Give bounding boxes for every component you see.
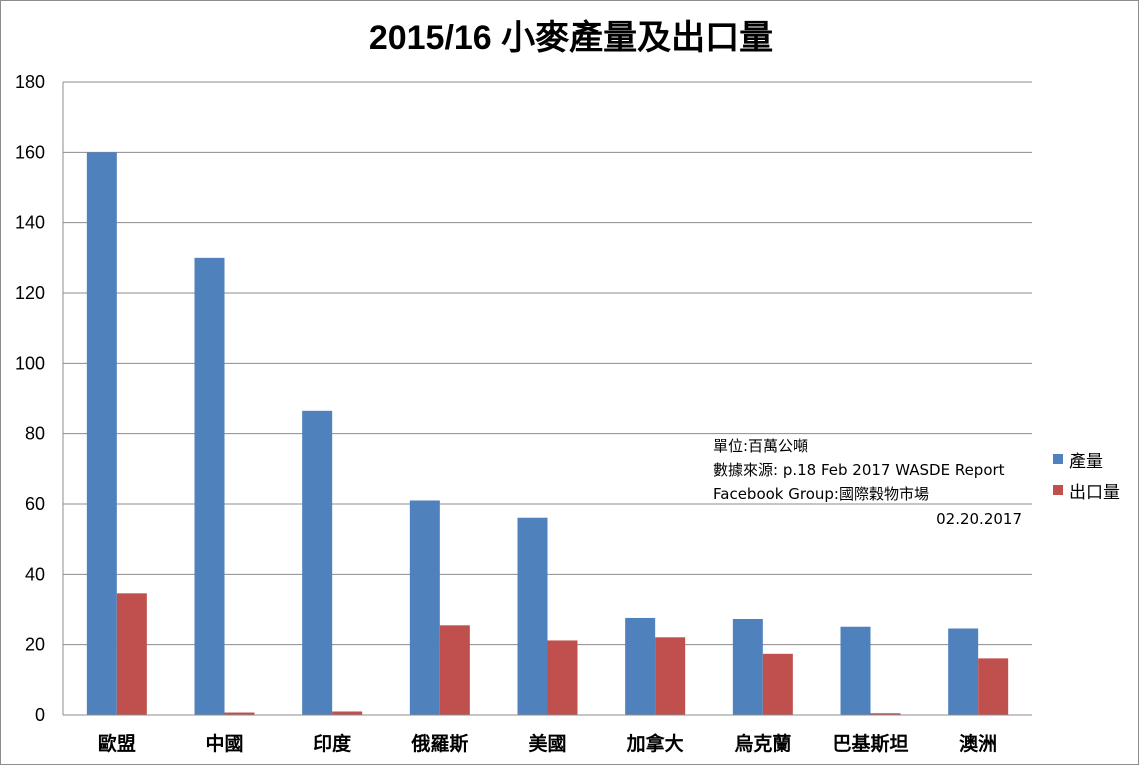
annotation-line: 單位:百萬公噸 — [713, 437, 808, 455]
bar-export — [978, 658, 1009, 715]
y-tick-label: 180 — [15, 72, 45, 92]
y-tick-label: 0 — [35, 705, 45, 725]
legend-label: 出口量 — [1069, 483, 1120, 503]
category-label: 加拿大 — [626, 732, 684, 755]
bar-export — [655, 637, 686, 715]
x-axis: 歐盟 中國 印度 俄羅斯 美國 加拿大 烏克蘭 巴基斯坦 澳洲 — [63, 714, 1032, 755]
category-label: 俄羅斯 — [410, 732, 468, 755]
bar-export — [224, 712, 255, 715]
y-tick-label: 20 — [25, 635, 45, 655]
category-label: 印度 — [313, 732, 352, 755]
y-tick-label: 60 — [25, 494, 45, 514]
y-tick-label: 120 — [15, 283, 45, 303]
category-label: 澳洲 — [959, 732, 997, 755]
annotation-date: 02.20.2017 — [936, 510, 1022, 528]
bar-export — [762, 653, 793, 715]
legend-swatch — [1053, 485, 1063, 495]
bar-production — [409, 500, 440, 715]
bar-production — [302, 410, 333, 715]
y-tick-label: 80 — [25, 424, 45, 444]
bar-production — [732, 618, 763, 715]
bar-production — [517, 517, 548, 715]
legend-label: 產量 — [1069, 452, 1103, 472]
bars — [86, 152, 1009, 716]
bar-export — [332, 711, 363, 715]
y-axis: 0 20 40 60 80 100 120 140 160 180 — [15, 72, 64, 725]
annotation-line: 數據來源: p.18 Feb 2017 WASDE Report — [713, 461, 1005, 479]
category-label: 烏克蘭 — [734, 732, 791, 755]
bar-export — [116, 593, 147, 715]
y-tick-label: 40 — [25, 564, 45, 584]
bar-export — [439, 625, 470, 715]
y-tick-label: 160 — [15, 142, 45, 162]
category-label: 美國 — [528, 732, 566, 755]
chart-title: 2015/16 小麥產量及出口量 — [369, 18, 773, 57]
bar-production — [194, 257, 225, 715]
legend-swatch — [1053, 454, 1063, 464]
bar-production — [840, 626, 871, 715]
category-label: 巴基斯坦 — [832, 732, 908, 755]
category-label: 歐盟 — [98, 732, 136, 755]
bar-production — [86, 152, 117, 716]
bar-production — [625, 617, 656, 715]
category-label: 中國 — [205, 732, 243, 755]
bar-export — [547, 640, 578, 715]
bar-production — [948, 628, 979, 715]
bar-export — [870, 713, 901, 715]
annotation-line: Facebook Group:國際穀物市場 — [713, 485, 929, 503]
y-tick-label: 140 — [15, 213, 45, 233]
y-tick-label: 100 — [15, 353, 45, 373]
